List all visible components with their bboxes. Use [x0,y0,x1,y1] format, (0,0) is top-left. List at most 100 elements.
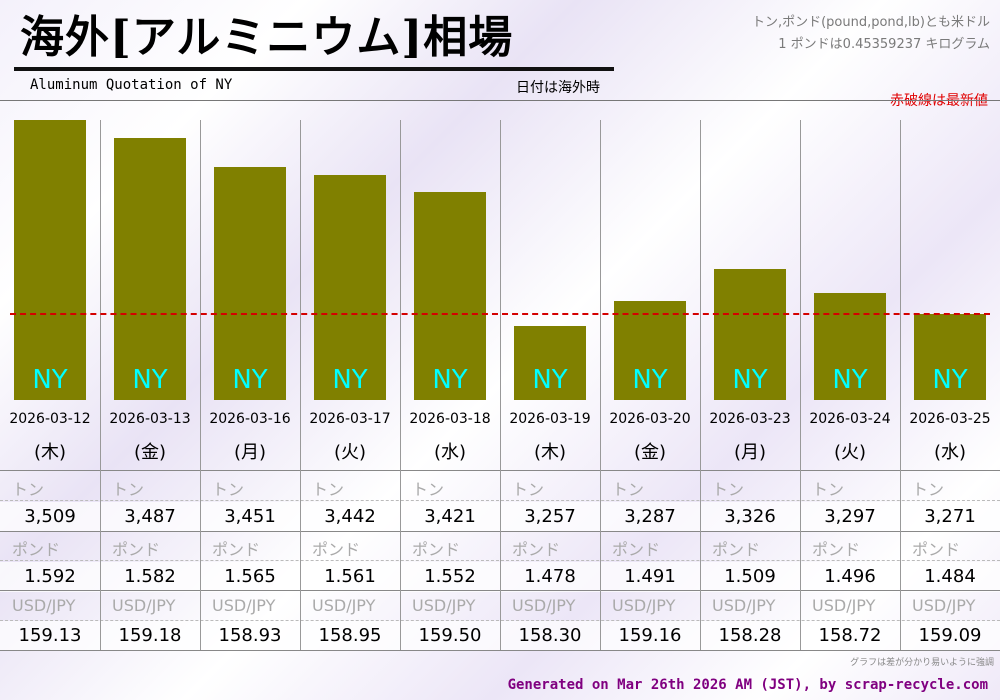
x-tick-label-weekday: (月) [733,442,767,463]
x-tick-label-date: 2026-03-16 [209,411,291,427]
x-tick-label-date: 2026-03-20 [609,411,691,427]
x-tick-label-weekday: (水) [933,442,967,463]
row-label-ton: トン [312,480,345,499]
x-tick-label-date: 2026-03-13 [109,411,191,427]
usdjpy-value: 159.09 [918,625,982,646]
ton-value: 3,297 [824,506,876,527]
bar [314,174,386,400]
column-divider [900,120,901,650]
x-tick-label-weekday: (金) [133,442,167,463]
row-label-pound: ポンド [712,540,761,559]
usdjpy-value: 158.95 [318,625,382,646]
pound-value: 1.484 [924,566,976,587]
pound-value: 1.552 [424,566,476,587]
title-underline [14,67,614,71]
footnote: グラフは差が分かり易いように強調 [850,658,994,668]
pound-value: 1.509 [724,566,776,587]
row-label-pound: ポンド [812,540,861,559]
ton-value: 3,421 [424,506,476,527]
page-title: 海外[アルミニウム]相場 [20,12,514,63]
usdjpy-value: 158.93 [218,625,282,646]
row-label-usdjpy: USD/JPY [612,596,676,615]
bar-label: NY [232,365,268,395]
row-label-ton: トン [612,480,645,499]
x-tick-label-weekday: (木) [533,442,567,463]
ton-value: 3,287 [624,506,676,527]
usdjpy-value: 158.30 [518,625,582,646]
ton-value: 3,487 [124,506,176,527]
usdjpy-value: 159.16 [618,625,682,646]
row-label-usdjpy: USD/JPY [512,596,576,615]
bar [814,292,886,400]
bar [714,269,786,400]
row-label-usdjpy: USD/JPY [812,596,876,615]
row-label-usdjpy: USD/JPY [212,596,276,615]
row-separator [0,650,1000,651]
row-label-pound: ポンド [212,540,261,559]
pound-value: 1.478 [524,566,576,587]
pound-value: 1.592 [24,566,76,587]
column-divider [400,120,401,650]
pound-value: 1.561 [324,566,376,587]
ton-value: 3,451 [224,506,276,527]
row-label-pound: ポンド [612,540,661,559]
bar-label: NY [732,365,768,395]
row-label-pound: ポンド [512,540,561,559]
column-divider [600,120,601,650]
bar [214,167,286,400]
column-divider [500,120,501,650]
row-label-usdjpy: USD/JPY [412,596,476,615]
usdjpy-value: 158.72 [818,625,882,646]
usdjpy-value: 159.18 [118,625,182,646]
pound-value: 1.491 [624,566,676,587]
row-label-pound: ポンド [12,540,61,559]
row-label-usdjpy: USD/JPY [312,596,376,615]
bar-label: NY [132,365,168,395]
pound-value: 1.496 [824,566,876,587]
unit-note-line-1: トン,ポンド(pound,pond,lb)とも米ドル [751,15,990,30]
usdjpy-value: 158.28 [718,625,782,646]
x-tick-label-weekday: (金) [633,442,667,463]
bar [514,325,586,400]
bar-label: NY [432,365,468,395]
pound-value: 1.582 [124,566,176,587]
column-divider [800,120,801,650]
x-tick-label-weekday: (月) [233,442,267,463]
latest-value-note: 赤破線は最新値 [890,93,988,109]
x-tick-label-weekday: (火) [333,442,367,463]
x-tick-label-weekday: (木) [33,442,67,463]
column-divider [700,120,701,650]
ton-value: 3,509 [24,506,76,527]
row-label-pound: ポンド [412,540,461,559]
x-tick-label-weekday: (火) [833,442,867,463]
unit-note-line-2: 1 ポンドは0.45359237 キログラム [778,37,990,52]
ton-value: 3,326 [724,506,776,527]
pound-value: 1.565 [224,566,276,587]
bar-label: NY [932,365,968,395]
unit-note: トン,ポンド(pound,pond,lb)とも米ドル 1 ポンドは0.45359… [752,12,990,56]
bar [614,301,686,400]
chart-frame [0,100,1000,650]
bar-label: NY [532,365,568,395]
bar [414,191,486,400]
row-label-ton: トン [212,480,245,499]
row-label-ton: トン [512,480,545,499]
x-tick-label-date: 2026-03-17 [309,411,391,427]
row-label-ton: トン [712,480,745,499]
ton-value: 3,271 [924,506,976,527]
row-label-ton: トン [112,480,145,499]
x-tick-label-date: 2026-03-25 [909,411,991,427]
row-label-usdjpy: USD/JPY [712,596,776,615]
x-tick-label-date: 2026-03-23 [709,411,791,427]
x-tick-label-date: 2026-03-12 [9,411,91,427]
latest-value-line [10,313,990,316]
x-tick-label-date: 2026-03-19 [509,411,591,427]
bar [114,137,186,400]
row-label-ton: トン [812,480,845,499]
row-label-usdjpy: USD/JPY [112,596,176,615]
bar-label: NY [332,365,368,395]
row-label-ton: トン [912,480,945,499]
bar-label: NY [32,365,68,395]
row-label-usdjpy: USD/JPY [912,596,976,615]
column-divider [300,120,301,650]
